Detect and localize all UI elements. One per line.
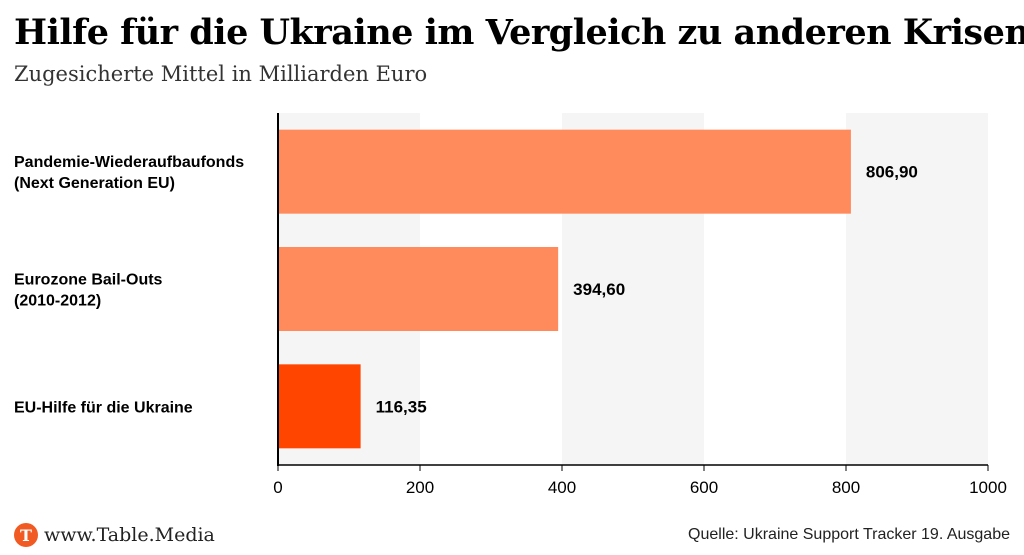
site-branding: T www.Table.Media [14, 523, 215, 547]
category-label-1: Pandemie-Wiederaufbaufonds (Next Generati… [14, 154, 244, 192]
x-tick-label: 0 [273, 478, 282, 497]
value-label-3: 116,35 [376, 397, 427, 416]
x-tick-label: 200 [406, 478, 434, 497]
chart-title: Hilfe für die Ukraine im Vergleich zu an… [14, 12, 1024, 53]
x-tick-label: 800 [832, 478, 860, 497]
value-label-2: 394,60 [573, 280, 625, 299]
value-label-1: 806,90 [866, 163, 918, 182]
category-label-3: EU-Hilfe für die Ukraine [14, 399, 193, 416]
bar-1 [278, 129, 851, 214]
site-url[interactable]: www.Table.Media [44, 524, 215, 546]
grid-band [846, 113, 988, 465]
category-label-2: Eurozone Bail-Outs (2010-2012) [14, 272, 163, 310]
x-tick-label: 1000 [969, 478, 1007, 497]
source-note: Quelle: Ukraine Support Tracker 19. Ausg… [688, 526, 1010, 543]
chart-subtitle: Zugesicherte Mittel in Milliarden Euro [14, 62, 428, 86]
table-media-logo-icon: T [14, 523, 38, 547]
bar-3 [278, 364, 361, 449]
bar-2 [278, 247, 559, 331]
category-label-line: (2010-2012) [14, 293, 101, 310]
category-label-line: Pandemie-Wiederaufbaufonds [14, 154, 244, 171]
x-tick-label: 600 [690, 478, 718, 497]
x-tick-label: 400 [548, 478, 576, 497]
category-label-line: (Next Generation EU) [14, 175, 175, 192]
category-label-line: EU-Hilfe für die Ukraine [14, 399, 193, 416]
category-label-line: Eurozone Bail-Outs [14, 272, 163, 289]
